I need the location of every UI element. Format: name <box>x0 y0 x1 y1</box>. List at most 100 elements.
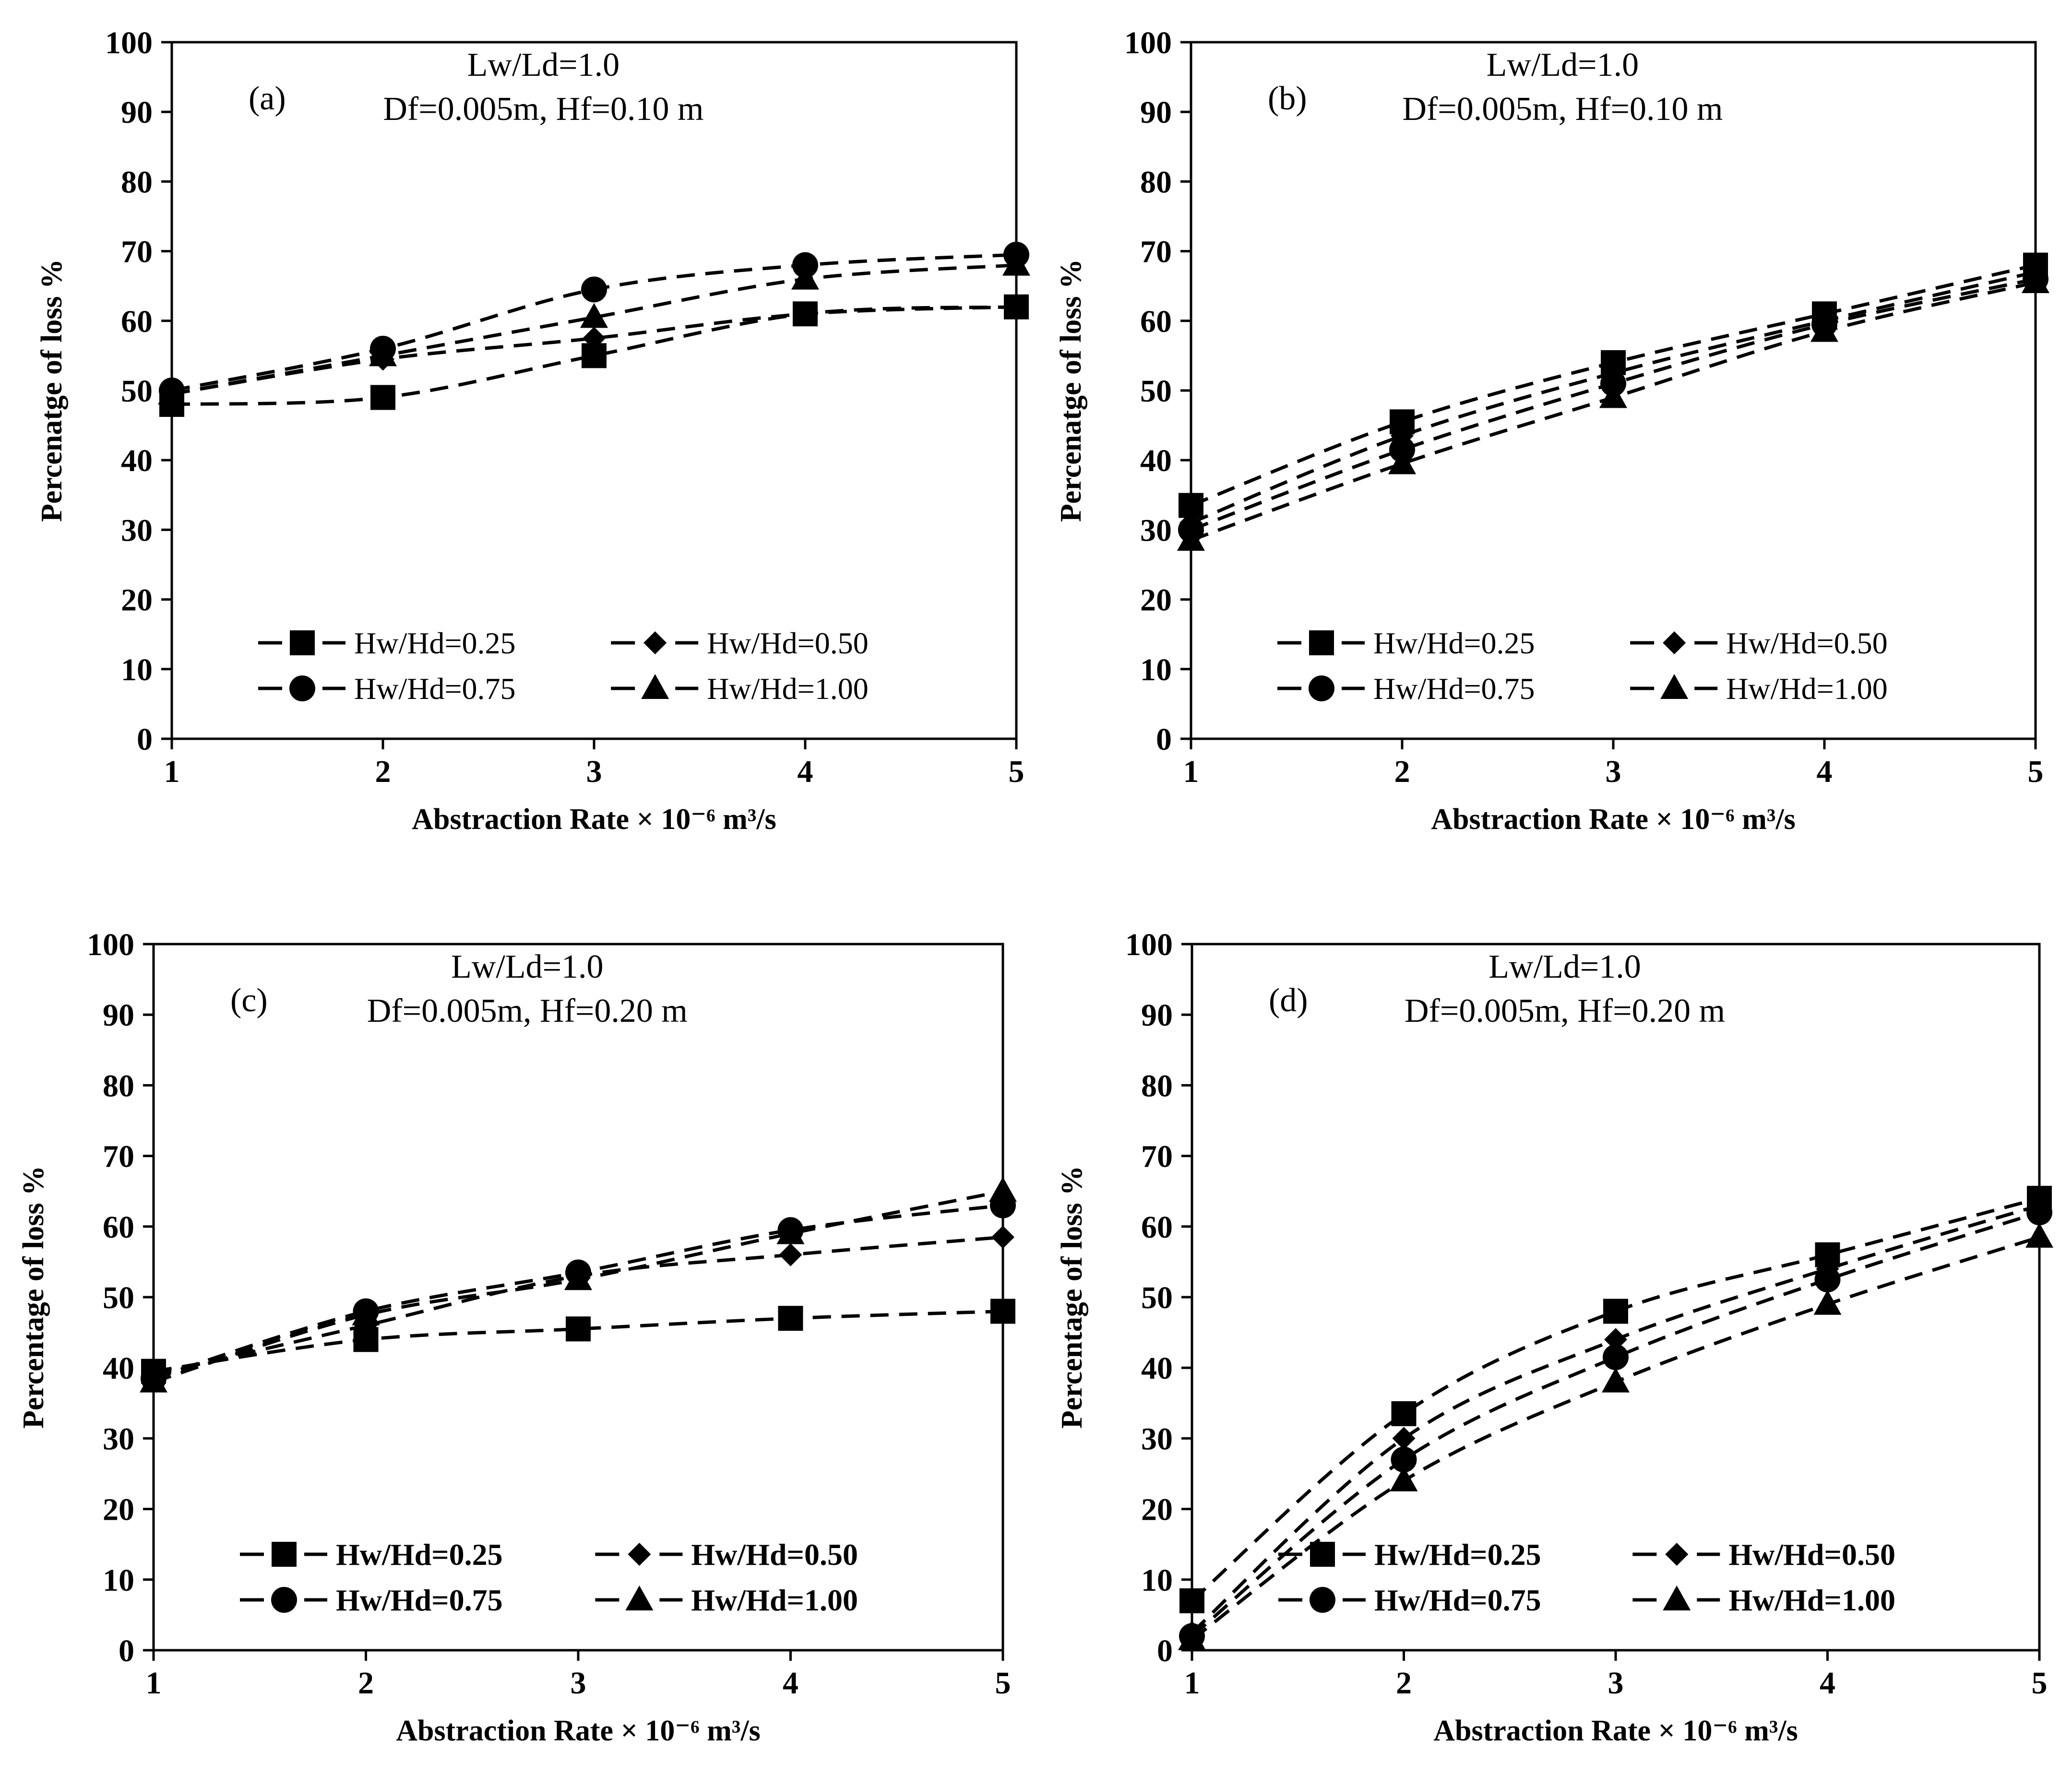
data-point <box>1002 250 1030 276</box>
y-tick-label: 60 <box>1140 304 1172 339</box>
data-point <box>369 341 397 367</box>
y-tick-label: 90 <box>1140 95 1172 130</box>
data-point <box>352 1300 380 1325</box>
data-point <box>791 264 819 290</box>
panel-label: (d) <box>1269 982 1308 1019</box>
annotation: Lw/Ld=1.0 <box>1487 47 1639 83</box>
legend-marker <box>1310 1587 1335 1613</box>
legend-label: Hw/Hd=1.00 <box>707 672 869 706</box>
legend-label: Hw/Hd=0.75 <box>1374 1583 1541 1617</box>
series-line <box>1190 281 2036 542</box>
legend-marker <box>272 1542 297 1567</box>
data-point <box>2025 1222 2053 1248</box>
y-tick-label: 40 <box>1140 443 1172 478</box>
y-tick-label: 100 <box>105 25 153 60</box>
legend-entry: Hw/Hd=1.00 <box>611 672 869 706</box>
legend-marker <box>1663 1585 1691 1610</box>
data-point <box>370 385 395 410</box>
data-point <box>1599 383 1627 408</box>
y-tick-label: 40 <box>1141 1351 1173 1386</box>
x-tick-label: 4 <box>783 1666 798 1701</box>
y-tick-label: 90 <box>103 998 134 1033</box>
legend-label: Hw/Hd=1.00 <box>1726 672 1888 706</box>
x-tick-label: 3 <box>1608 1666 1624 1701</box>
series-diamond <box>142 1225 1014 1386</box>
y-tick-label: 0 <box>1157 1633 1173 1668</box>
y-tick-label: 90 <box>1141 998 1173 1033</box>
y-axis-label: Percentage of loss % <box>1056 1166 1088 1429</box>
y-tick-label: 100 <box>1125 927 1173 962</box>
x-tick-label: 3 <box>586 754 602 789</box>
x-tick-label: 5 <box>995 1666 1011 1701</box>
legend-marker <box>289 675 315 701</box>
legend-marker <box>628 1543 651 1566</box>
y-tick-label: 50 <box>1140 374 1172 409</box>
data-point <box>580 303 608 328</box>
legend-marker <box>271 1587 297 1613</box>
y-axis-label: Percentage of loss % <box>17 1166 50 1429</box>
chart-panel-a: 0 10 20 30 40 50 60 70 80 90 100 1 2 3 4 5 Abstraction R… <box>36 25 1030 836</box>
x-tick-label: 3 <box>1606 754 1621 789</box>
legend-entry: Hw/Hd=0.50 <box>1630 626 1888 660</box>
series-triangle <box>1177 268 2049 551</box>
y-tick-label: 60 <box>1141 1210 1173 1245</box>
legend-entry: Hw/Hd=1.00 <box>1630 672 1888 706</box>
series-triangle <box>140 1177 1017 1393</box>
annotation: Lw/Ld=1.0 <box>1489 948 1641 985</box>
legend-entry: Hw/Hd=1.00 <box>595 1583 858 1617</box>
legend-entry: Hw/Hd=0.25 <box>1277 626 1535 660</box>
legend-label: Hw/Hd=0.25 <box>1374 1537 1541 1572</box>
data-point <box>1603 1299 1628 1324</box>
y-tick-label: 90 <box>121 95 153 130</box>
legend-marker <box>1309 675 1334 701</box>
legend-marker <box>643 631 667 654</box>
annotation: Df=0.005m, Hf=0.20 m <box>367 993 688 1029</box>
y-tick-label: 80 <box>1140 165 1172 200</box>
annotation: Df=0.005m, Hf=0.20 m <box>1405 993 1725 1029</box>
legend-marker <box>641 674 669 699</box>
data-point <box>991 1225 1014 1249</box>
legend-marker <box>1309 630 1334 655</box>
data-point <box>1813 1289 1842 1315</box>
x-tick-label: 5 <box>2032 1666 2048 1701</box>
y-tick-label: 10 <box>1140 652 1172 687</box>
y-tick-label: 80 <box>103 1068 134 1103</box>
x-axis-label: Abstraction Rate × 10⁻⁶ m³/s <box>412 803 776 836</box>
y-tick-label: 40 <box>103 1351 134 1386</box>
y-axis-label: Percenatge of loss % <box>36 259 68 522</box>
y-tick-label: 0 <box>1156 722 1172 757</box>
x-tick-label: 5 <box>2028 754 2044 789</box>
y-tick-label: 30 <box>1141 1421 1173 1456</box>
legend-entry: Hw/Hd=0.50 <box>595 1537 858 1572</box>
y-tick-label: 30 <box>121 513 153 548</box>
series-line <box>153 1204 1003 1380</box>
legend-label: Hw/Hd=0.50 <box>707 626 869 660</box>
legend-label: Hw/Hd=1.00 <box>691 1583 858 1617</box>
series-line <box>171 305 1017 396</box>
y-tick-label: 20 <box>121 583 153 618</box>
series-line <box>1191 1196 2040 1602</box>
y-tick-label: 10 <box>1141 1563 1173 1598</box>
chart-panel-c: 0 10 20 30 40 50 60 70 80 90 100 1 2 3 4 5 Abstraction R… <box>17 927 1017 1747</box>
legend-marker <box>290 630 315 655</box>
legend-entry: Hw/Hd=0.25 <box>240 1537 503 1572</box>
data-point <box>1179 1588 1204 1613</box>
y-tick-label: 50 <box>1141 1280 1173 1315</box>
series-square <box>141 1299 1015 1384</box>
panel-label: (c) <box>230 982 268 1019</box>
y-tick-label: 10 <box>121 652 153 687</box>
y-axis-label: Percenatge of loss % <box>1055 259 1087 522</box>
legend-entry: Hw/Hd=1.00 <box>1632 1583 1895 1617</box>
series-line <box>1191 1235 2040 1641</box>
y-tick-label: 10 <box>103 1563 134 1598</box>
y-tick-label: 30 <box>1140 513 1172 548</box>
legend-label: Hw/Hd=0.75 <box>336 1583 503 1617</box>
data-point <box>1603 1344 1629 1371</box>
data-point <box>158 379 186 405</box>
data-point <box>794 302 817 326</box>
legend-label: Hw/Hd=0.50 <box>691 1537 858 1572</box>
legend-entry: Hw/Hd=0.75 <box>240 1583 503 1617</box>
panel-label: (b) <box>1268 80 1307 117</box>
legend-entry: Hw/Hd=0.25 <box>258 626 516 660</box>
x-tick-label: 2 <box>1396 1666 1412 1701</box>
